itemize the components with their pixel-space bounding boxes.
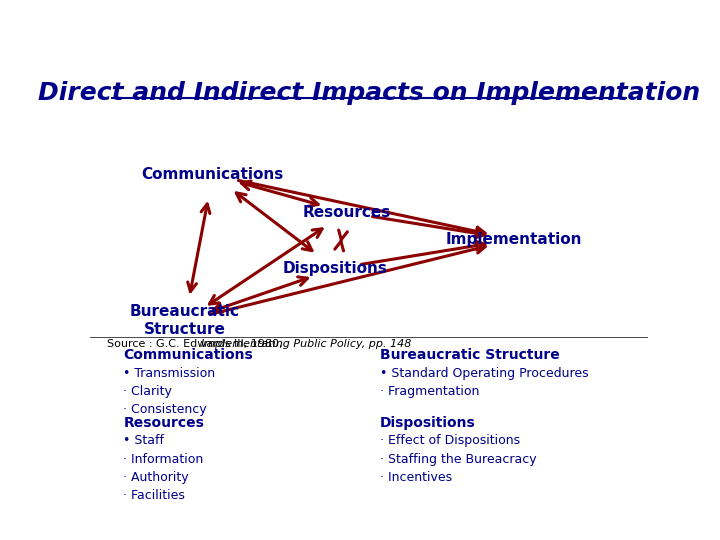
Text: · Facilities: · Facilities (124, 489, 185, 502)
Text: • Staff: • Staff (124, 435, 164, 448)
Text: · Staffing the Bureacracy: · Staffing the Bureacracy (380, 453, 537, 465)
Text: · Information: · Information (124, 453, 204, 465)
Text: Resources: Resources (302, 205, 391, 220)
Text: · Authority: · Authority (124, 471, 189, 484)
Text: Direct and Indirect Impacts on Implementation: Direct and Indirect Impacts on Implement… (38, 80, 700, 105)
Text: Communications: Communications (142, 167, 284, 183)
Text: Dispositions: Dispositions (283, 261, 388, 276)
Text: Communications: Communications (124, 348, 253, 362)
Text: Source : G.C. Edwards III, 1980,: Source : G.C. Edwards III, 1980, (107, 339, 286, 349)
Text: · Effect of Dispositions: · Effect of Dispositions (380, 435, 521, 448)
Text: • Transmission: • Transmission (124, 367, 215, 380)
Text: Implementation: Implementation (446, 232, 582, 247)
Text: Resources: Resources (124, 416, 204, 430)
Text: · Consistency: · Consistency (124, 403, 207, 416)
Text: • Standard Operating Procedures: • Standard Operating Procedures (380, 367, 589, 380)
Text: · Clarity: · Clarity (124, 385, 172, 398)
Text: · Fragmentation: · Fragmentation (380, 385, 480, 398)
Text: · Incentives: · Incentives (380, 471, 452, 484)
Text: Dispositions: Dispositions (380, 416, 476, 430)
Text: Implementating Public Policy, pp. 148: Implementating Public Policy, pp. 148 (201, 339, 411, 349)
Text: Bureaucratic
Structure: Bureaucratic Structure (130, 305, 240, 337)
Text: Bureaucratic Structure: Bureaucratic Structure (380, 348, 560, 362)
